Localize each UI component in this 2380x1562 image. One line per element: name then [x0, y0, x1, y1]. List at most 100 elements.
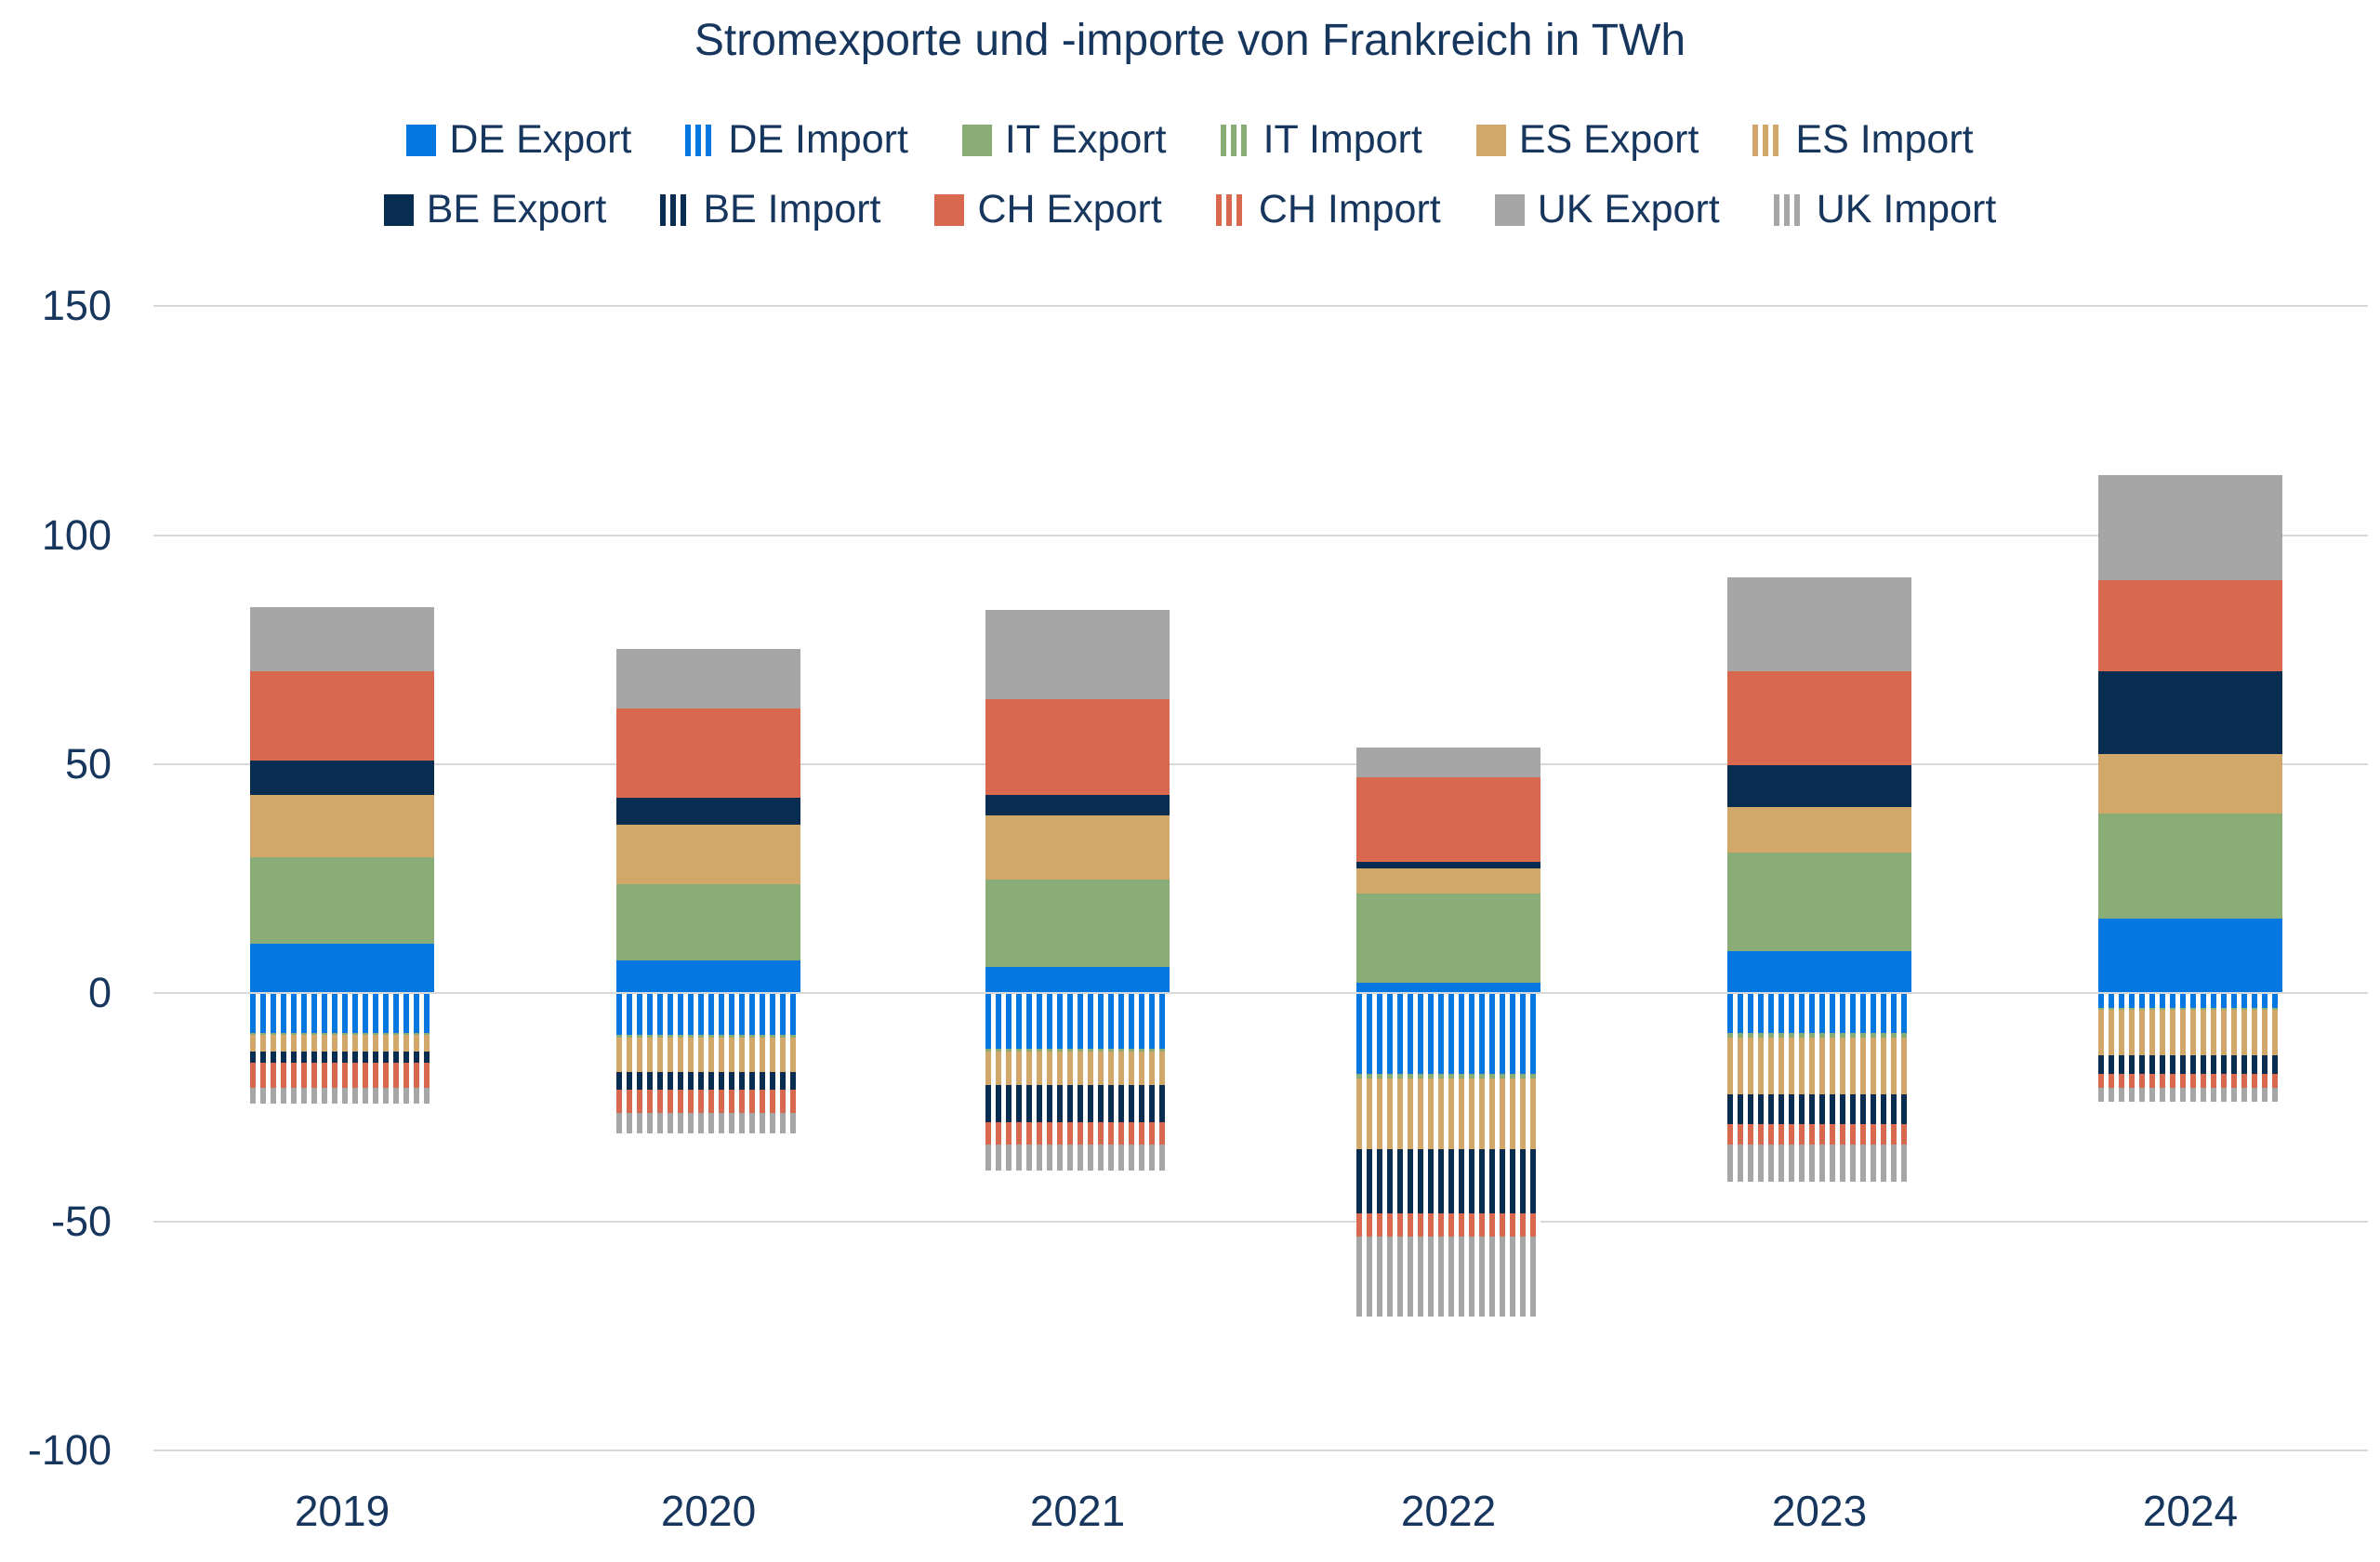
legend-item-ch-import: CH Import: [1215, 187, 1441, 232]
bar-segment-es-export-2024: [2098, 753, 2282, 814]
chart-title: Stromexporte und -importe von Frankreich…: [694, 16, 1686, 65]
x-axis-label-2021: 2021: [1029, 1487, 1126, 1535]
bar-segment-be-export-2022: [1356, 861, 1540, 869]
bar-segment-uk-export-2022: [1356, 747, 1540, 777]
legend-label-it-export: IT Export: [1004, 117, 1167, 162]
bar-segment-it-export-2020: [616, 884, 800, 960]
bar-segment-be-export-2023: [1727, 765, 1911, 807]
bar-segment-be-import-2023: [1727, 1094, 1911, 1125]
legend-label-es-export: ES Export: [1518, 117, 1699, 162]
x-axis-label-2019: 2019: [294, 1487, 390, 1535]
y-axis-label-50: 50: [64, 739, 112, 788]
bar-segment-uk-import-2022: [1356, 1236, 1540, 1317]
bar-segment-es-export-2022: [1356, 868, 1540, 894]
legend-swatch-ch-export-solid-icon: [934, 193, 965, 226]
bar-segment-de-export-2019: [250, 944, 434, 992]
bar-segment-be-import-2022: [1356, 1149, 1540, 1214]
legend-row-1: DE Export DE Import IT Export IT Import ES E…: [406, 117, 1974, 163]
bar-segment-de-import-2024: [2098, 994, 2282, 1008]
legend-item-ch-export: CH Export: [934, 187, 1162, 232]
legend-swatch-ch-import-striped-icon: [1215, 193, 1246, 226]
legend-swatch-es-import-striped-icon: [1752, 124, 1783, 156]
bar-segment-ch-export-2021: [985, 698, 1170, 796]
y-axis-label-0: 0: [87, 969, 112, 1016]
legend-item-it-export: IT Export: [961, 117, 1167, 163]
bar-segment-uk-import-2020: [616, 1113, 800, 1134]
y-axis-label--50: -50: [50, 1198, 112, 1246]
y-axis-label-100: 100: [41, 510, 112, 559]
legend-item-es-import: ES Import: [1752, 117, 1974, 163]
bar-segment-es-import-2020: [616, 1037, 800, 1072]
bar-segment-uk-import-2023: [1727, 1145, 1911, 1182]
bar-segment-it-export-2021: [985, 880, 1170, 967]
legend-label-uk-import: UK Import: [1816, 187, 1997, 232]
gridline-100: [153, 534, 2368, 536]
legend-swatch-de-export-solid-icon: [406, 124, 437, 156]
gridline--50: [153, 1221, 2368, 1224]
chart-legend: DE Export DE Import IT Export IT Import ES E…: [0, 117, 2380, 232]
legend-label-de-import: DE Import: [728, 117, 908, 162]
legend-label-be-import: BE Import: [703, 187, 881, 232]
bar-segment-es-import-2022: [1356, 1079, 1540, 1150]
x-axis-label-2024: 2024: [2142, 1487, 2239, 1535]
legend-label-ch-import: CH Import: [1258, 187, 1441, 232]
bar-segment-ch-export-2020: [616, 708, 800, 798]
bar-segment-ch-export-2024: [2098, 579, 2282, 672]
bar-segment-it-export-2023: [1727, 852, 1911, 951]
bar-segment-ch-import-2024: [2098, 1074, 2282, 1088]
bar-segment-ch-import-2021: [985, 1121, 1170, 1145]
bar-segment-ch-export-2023: [1727, 671, 1911, 766]
bar-segment-be-export-2020: [616, 797, 800, 826]
bar-segment-es-export-2020: [616, 825, 800, 885]
bar-segment-it-export-2022: [1356, 894, 1540, 984]
bar-segment-it-export-2024: [2098, 813, 2282, 920]
legend-swatch-uk-import-striped-icon: [1773, 193, 1804, 226]
bar-segment-de-import-2022: [1356, 994, 1540, 1075]
bar-segment-uk-export-2021: [985, 609, 1170, 699]
legend-item-be-export: BE Export: [383, 187, 606, 232]
y-axis-label--100: -100: [27, 1426, 112, 1475]
bar-segment-de-import-2019: [250, 994, 434, 1033]
legend-item-it-import: IT Import: [1220, 117, 1422, 163]
legend-label-es-import: ES Import: [1795, 117, 1974, 162]
bar-segment-es-import-2023: [1727, 1037, 1911, 1095]
bar-segment-ch-export-2022: [1356, 776, 1540, 862]
legend-item-de-import: DE Import: [685, 117, 908, 163]
legend-swatch-uk-export-solid-icon: [1494, 193, 1525, 226]
bar-segment-be-export-2021: [985, 795, 1170, 816]
bar-segment-es-export-2023: [1727, 806, 1911, 853]
gridline-50: [153, 762, 2368, 765]
bar-segment-be-export-2024: [2098, 671, 2282, 754]
legend-item-es-export: ES Export: [1475, 117, 1699, 163]
bar-segment-it-import-2020: [616, 1035, 800, 1038]
gridline-150: [153, 305, 2368, 308]
bar-segment-ch-import-2022: [1356, 1213, 1540, 1237]
bar-segment-uk-import-2019: [250, 1087, 434, 1105]
x-axis-label-2023: 2023: [1771, 1487, 1868, 1535]
bar-segment-it-import-2022: [1356, 1074, 1540, 1079]
bar-segment-ch-import-2023: [1727, 1124, 1911, 1145]
legend-row-2: BE Export BE Import CH Export CH Import UK E…: [383, 187, 1997, 232]
bar-segment-it-import-2021: [985, 1049, 1170, 1052]
legend-item-uk-export: UK Export: [1494, 187, 1720, 232]
legend-swatch-it-export-solid-icon: [961, 124, 992, 156]
bar-segment-ch-import-2019: [250, 1062, 434, 1088]
bar-segment-it-import-2023: [1727, 1032, 1911, 1038]
bar-segment-es-export-2019: [250, 795, 434, 857]
legend-label-ch-export: CH Export: [977, 187, 1162, 232]
bar-segment-es-import-2019: [250, 1035, 434, 1052]
bar-segment-be-import-2024: [2098, 1055, 2282, 1075]
bar-segment-be-export-2019: [250, 761, 434, 796]
legend-label-uk-export: UK Export: [1537, 187, 1720, 232]
gridline-0: [153, 992, 2368, 994]
bar-segment-uk-export-2024: [2098, 474, 2282, 580]
bar-segment-uk-import-2024: [2098, 1087, 2282, 1102]
bar-segment-be-import-2021: [985, 1085, 1170, 1122]
bar-segment-it-export-2019: [250, 856, 434, 945]
legend-item-uk-import: UK Import: [1773, 187, 1997, 232]
bar-segment-de-export-2021: [985, 966, 1170, 992]
bar-segment-ch-import-2020: [616, 1090, 800, 1113]
legend-label-de-export: DE Export: [449, 117, 632, 162]
x-axis-label-2022: 2022: [1400, 1487, 1497, 1535]
